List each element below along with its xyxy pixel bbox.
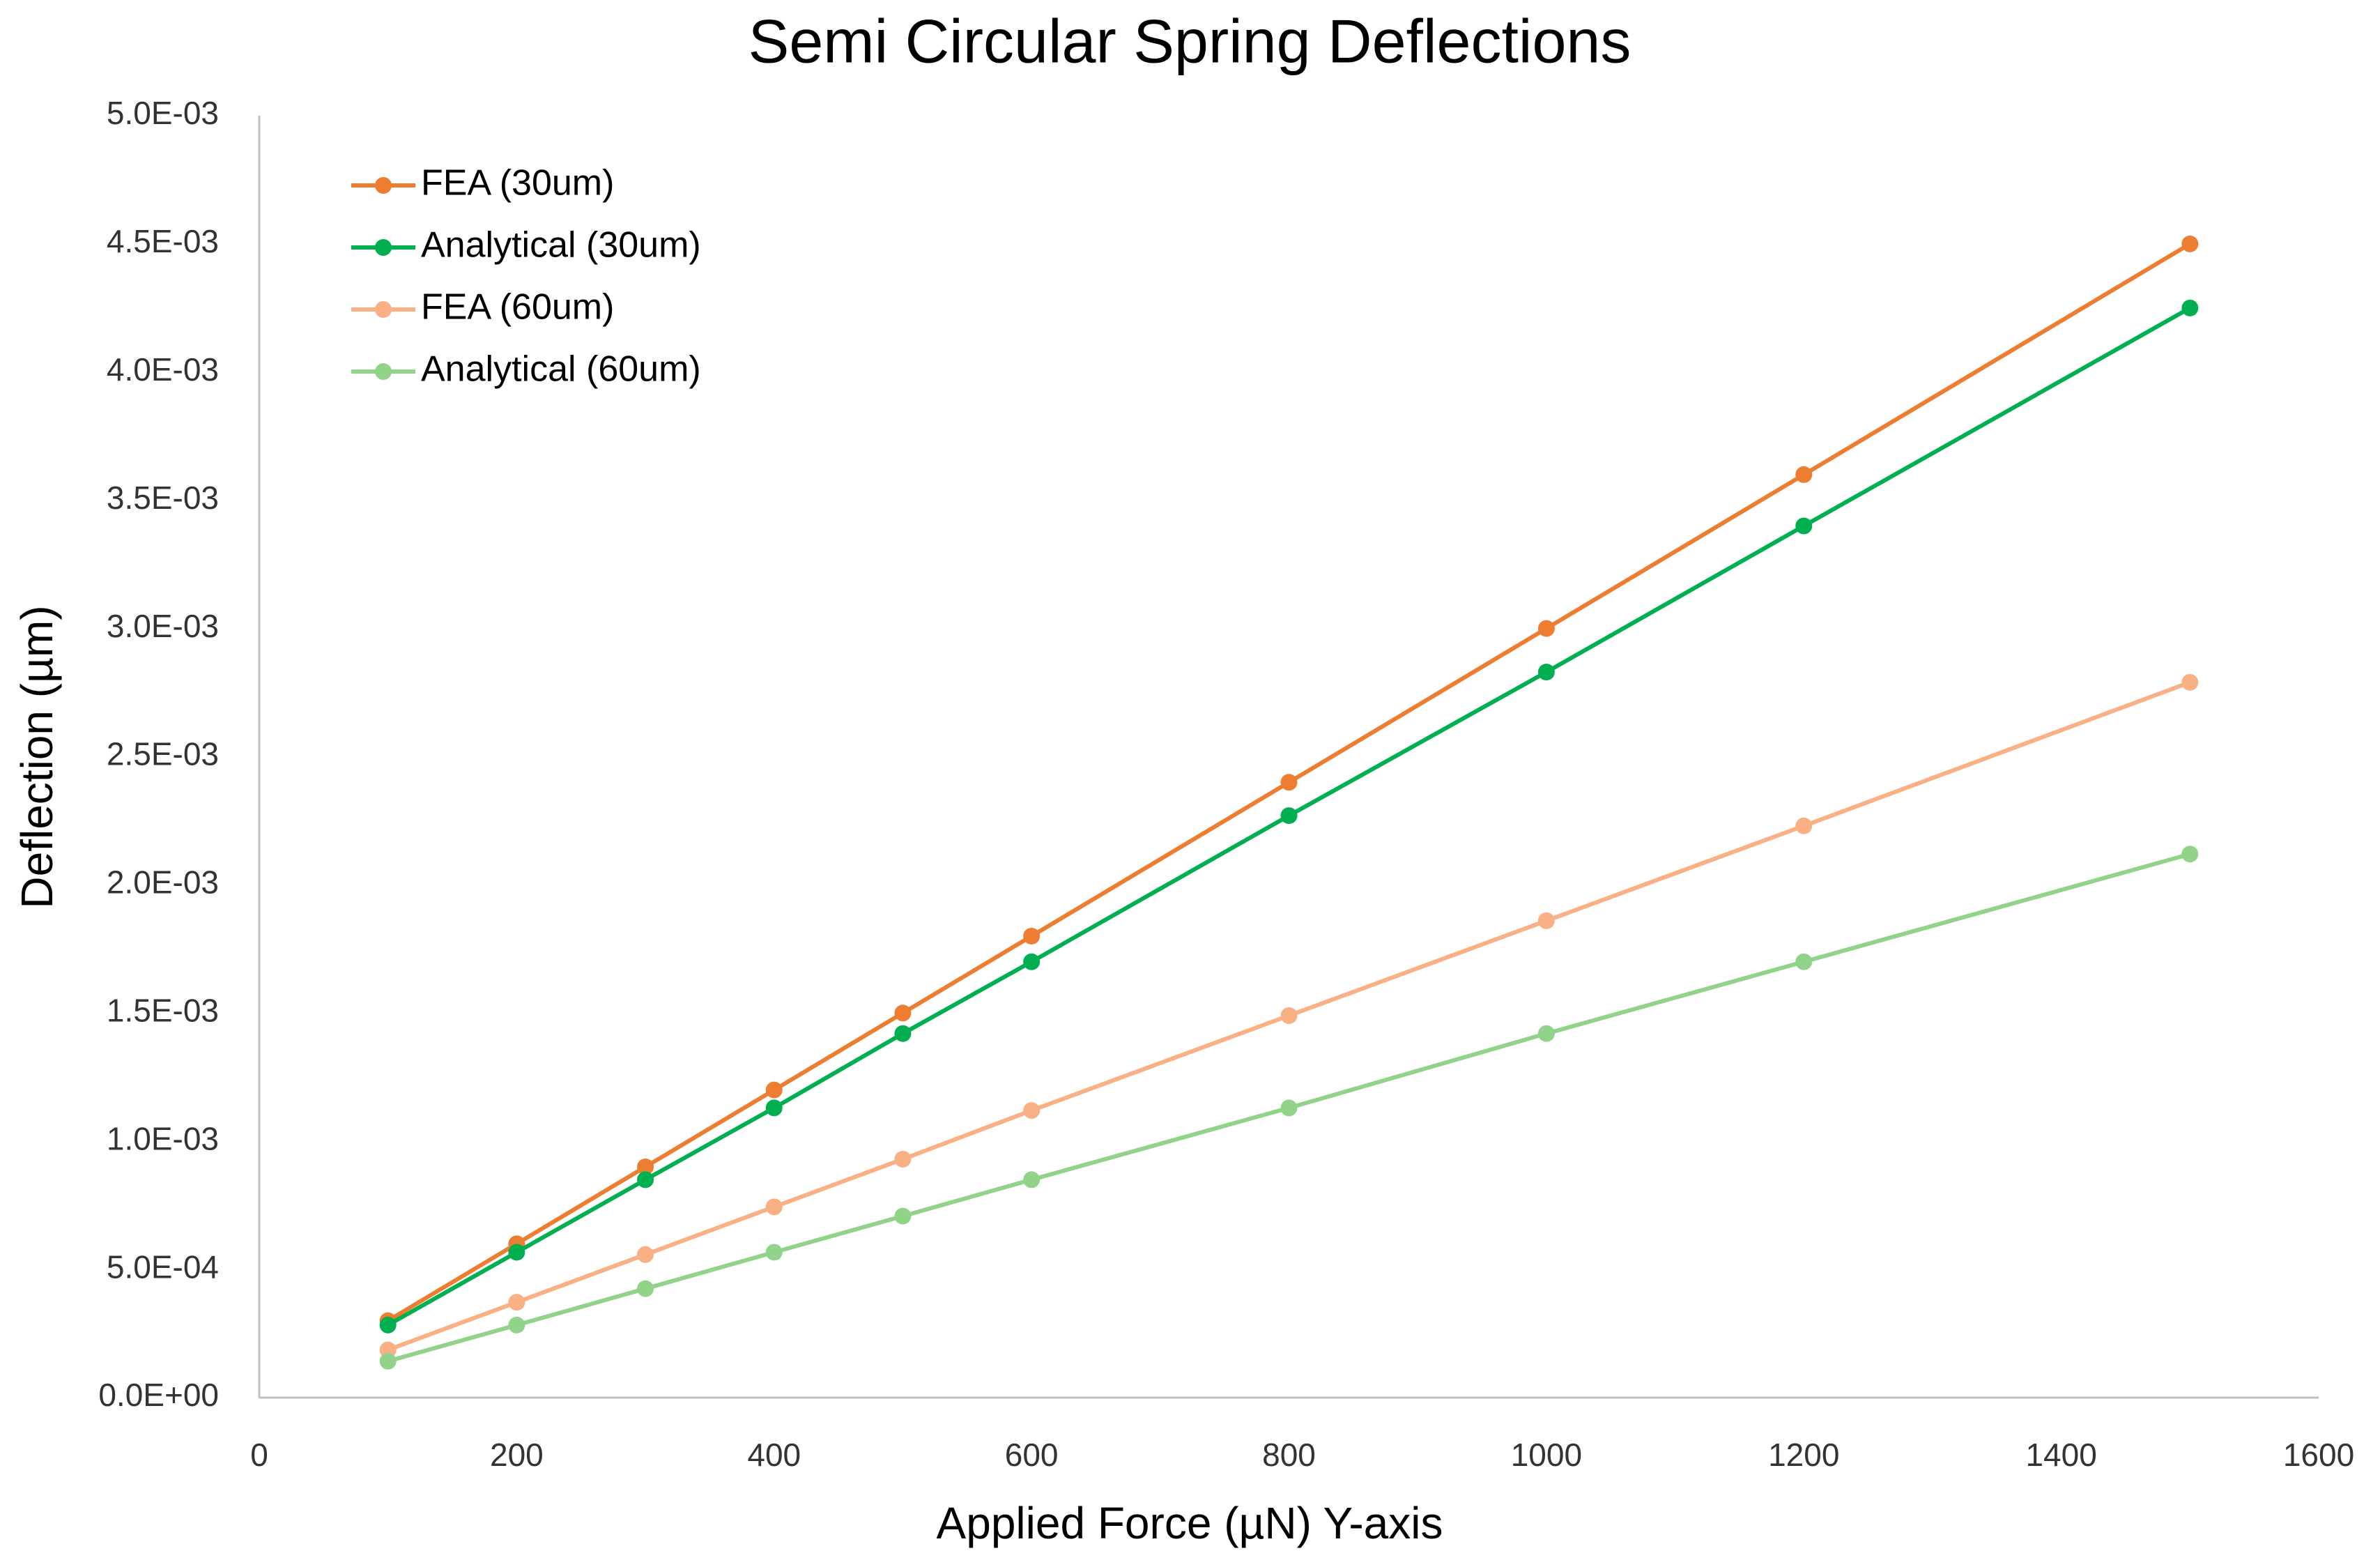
y-tick-label: 2.0E-03 xyxy=(107,864,219,901)
y-tick-label: 5.0E-04 xyxy=(107,1248,219,1285)
y-tick-label: 1.0E-03 xyxy=(107,1120,219,1156)
data-point xyxy=(1795,817,1813,834)
x-axis-title: Applied Force (µN) Y-axis xyxy=(937,1498,1443,1548)
x-tick-label: 800 xyxy=(1262,1437,1316,1473)
series-line xyxy=(387,852,2191,1363)
data-point xyxy=(894,1207,912,1225)
x-tick-label: 200 xyxy=(490,1437,544,1473)
data-point xyxy=(379,1352,397,1370)
y-axis-title: Deflection (µm) xyxy=(12,605,62,908)
legend-marker xyxy=(375,239,392,256)
y-tick-label: 3.0E-03 xyxy=(107,608,219,644)
data-point xyxy=(765,1198,783,1216)
data-point xyxy=(894,1025,912,1042)
data-point xyxy=(1537,1025,1555,1042)
data-point xyxy=(508,1244,525,1261)
y-tick-label: 4.5E-03 xyxy=(107,223,219,259)
data-point xyxy=(894,1150,912,1168)
data-point xyxy=(637,1280,654,1297)
x-tick-label: 400 xyxy=(747,1437,801,1473)
x-tick-label: 0 xyxy=(250,1437,268,1473)
y-tick-label: 4.0E-03 xyxy=(107,351,219,388)
data-point xyxy=(1023,1102,1041,1119)
data-point xyxy=(508,1316,525,1333)
data-point xyxy=(2181,299,2199,316)
x-tick-label: 600 xyxy=(1005,1437,1059,1473)
y-tick-label: 2.5E-03 xyxy=(107,736,219,772)
legend-label: Analytical (60um) xyxy=(421,349,701,390)
y-tick-label: 1.5E-03 xyxy=(107,992,219,1028)
data-point xyxy=(637,1171,654,1188)
data-point xyxy=(637,1246,654,1263)
data-point xyxy=(1537,912,1555,929)
x-tick-label: 1600 xyxy=(2283,1437,2354,1473)
data-point xyxy=(1023,953,1041,970)
data-point xyxy=(1537,620,1555,637)
data-point xyxy=(765,1081,783,1099)
legend-marker xyxy=(375,363,392,380)
data-point xyxy=(1280,1099,1298,1117)
data-point xyxy=(1537,664,1555,681)
data-point xyxy=(508,1294,525,1311)
data-point xyxy=(894,1004,912,1022)
y-tick-label: 5.0E-03 xyxy=(107,95,219,131)
series-line xyxy=(387,242,2191,1323)
x-tick-label: 1200 xyxy=(1768,1437,1839,1473)
series-line xyxy=(387,306,2191,1327)
legend-label: Analytical (30um) xyxy=(421,225,701,266)
legend-label: FEA (60um) xyxy=(421,287,614,328)
data-point xyxy=(2181,673,2199,691)
data-point xyxy=(1023,927,1041,945)
data-point xyxy=(765,1244,783,1261)
data-point xyxy=(765,1099,783,1117)
data-point xyxy=(1795,466,1813,483)
data-point xyxy=(1795,953,1813,970)
x-tick-label: 1400 xyxy=(2025,1437,2096,1473)
data-point xyxy=(637,1158,654,1175)
legend-label: FEA (30um) xyxy=(421,163,614,204)
data-point xyxy=(1023,1171,1041,1188)
y-tick-label: 3.5E-03 xyxy=(107,480,219,516)
x-tick-label: 1000 xyxy=(1511,1437,1582,1473)
data-point xyxy=(1280,1007,1298,1024)
data-point xyxy=(1795,517,1813,535)
data-point xyxy=(2181,235,2199,252)
legend-marker xyxy=(375,301,392,318)
data-point xyxy=(2181,846,2199,863)
y-tick-label: 0.0E+00 xyxy=(98,1377,219,1413)
data-point xyxy=(1280,807,1298,825)
data-point xyxy=(1280,774,1298,791)
series-line xyxy=(387,680,2191,1352)
data-point xyxy=(379,1316,397,1333)
chart-title: Semi Circular Spring Deflections xyxy=(748,6,1632,75)
legend-marker xyxy=(375,177,392,194)
